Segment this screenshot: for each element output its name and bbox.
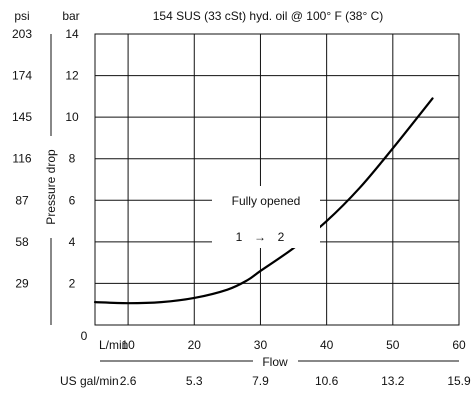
gpm-tick-label-3: 10.6 xyxy=(315,374,339,388)
psi-unit-label: psi xyxy=(14,9,29,23)
y-tick-label-1: 4 xyxy=(69,235,76,249)
y-axis-title-group: Pressure drop xyxy=(43,136,59,238)
y-axis-title-bg xyxy=(43,136,59,238)
y-tick-labels: 2 4 6 8 10 12 14 xyxy=(65,27,79,290)
annotation-from: 1 xyxy=(236,230,243,244)
x-tick-label-4: 50 xyxy=(386,338,400,352)
psi-tick-label-5: 174 xyxy=(12,69,32,83)
annotation-arrow: → xyxy=(254,230,266,244)
x-tick-label-2: 30 xyxy=(254,338,268,352)
psi-tick-labels: 29 58 87 116 145 174 203 xyxy=(12,27,32,290)
gpm-unit-label: US gal/min xyxy=(60,374,119,388)
y-tick-label-4: 10 xyxy=(65,110,79,124)
gpm-tick-label-1: 5.3 xyxy=(186,374,203,388)
y-tick-label-0: 2 xyxy=(69,276,76,290)
psi-tick-label-2: 87 xyxy=(15,193,29,207)
x-axis-title: Flow xyxy=(262,355,288,369)
psi-tick-label-0: 29 xyxy=(15,276,29,290)
x-tick-label-3: 40 xyxy=(320,338,334,352)
y-axis-title: Pressure drop xyxy=(44,149,58,225)
annotation-bg xyxy=(212,186,320,248)
y-tick-label-2: 6 xyxy=(69,193,76,207)
series-curve xyxy=(93,97,434,305)
psi-tick-label-1: 58 xyxy=(15,235,29,249)
x-unit-label: L/min xyxy=(99,338,128,352)
psi-tick-label-6: 203 xyxy=(12,27,32,41)
x-axis-title-group: Flow xyxy=(100,355,459,369)
y-bottom-tick: 0 xyxy=(81,329,88,343)
gpm-tick-label-5: 15.9 xyxy=(447,374,471,388)
annotation-to: 2 xyxy=(278,230,285,244)
gpm-tick-label-2: 7.9 xyxy=(252,374,269,388)
plot-frame xyxy=(94,33,460,326)
annotation-state: Fully opened xyxy=(232,194,301,208)
y-tick-label-3: 8 xyxy=(69,152,76,166)
gpm-tick-labels: 2.6 5.3 7.9 10.6 13.2 15.9 xyxy=(120,374,471,388)
chart-title: 154 SUS (33 cSt) hyd. oil @ 100° F (38° … xyxy=(153,9,384,23)
x-tick-labels: 10 20 30 40 50 60 xyxy=(121,338,466,352)
gpm-tick-label-4: 13.2 xyxy=(381,374,405,388)
annotation-group: Fully opened 1 → 2 xyxy=(212,186,320,248)
psi-tick-label-3: 116 xyxy=(12,152,31,166)
bar-unit-label: bar xyxy=(62,9,79,23)
y-tick-label-5: 12 xyxy=(65,69,79,83)
x-tick-label-1: 20 xyxy=(188,338,202,352)
grid-lines xyxy=(95,34,459,325)
y-tick-label-6: 14 xyxy=(65,27,79,41)
gpm-tick-label-0: 2.6 xyxy=(120,374,137,388)
x-tick-label-5: 60 xyxy=(452,338,466,352)
x-tick-label-0: 10 xyxy=(121,338,135,352)
psi-tick-label-4: 145 xyxy=(12,110,32,124)
